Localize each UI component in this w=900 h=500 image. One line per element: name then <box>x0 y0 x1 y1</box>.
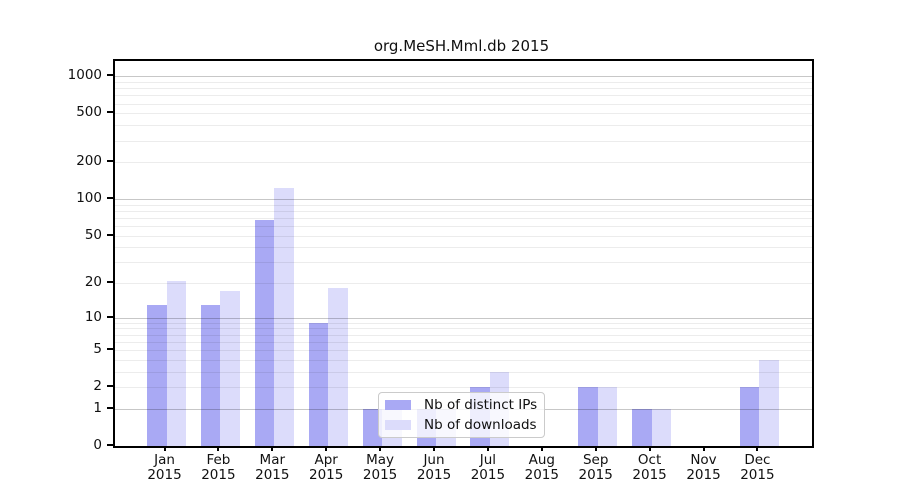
bar-sep-downloads <box>597 387 618 446</box>
gridline-60 <box>115 226 812 228</box>
y-tick-1 <box>107 406 113 409</box>
y-tick-label-200: 200 <box>76 153 102 170</box>
bar-sep-distinct-ips <box>578 387 598 446</box>
x-tick-label-feb: Feb 2015 <box>201 452 236 483</box>
gridline-90 <box>115 204 812 206</box>
gridline-80 <box>115 210 812 212</box>
x-tick-label-jun: Jun 2015 <box>416 452 452 483</box>
gridline-8 <box>115 328 812 330</box>
y-tick-1000 <box>107 74 113 77</box>
gridline-1000 <box>115 76 812 78</box>
bar-jan-distinct-ips <box>147 304 167 446</box>
legend: Nb of distinct IPs Nb of downloads <box>378 392 545 438</box>
gridline-700 <box>115 95 812 97</box>
y-tick-label-10: 10 <box>84 308 102 325</box>
gridline-500 <box>115 113 812 115</box>
x-tick-label-dec: Dec 2015 <box>740 452 775 483</box>
gridline-800 <box>115 88 812 90</box>
bar-mar-downloads <box>274 188 294 446</box>
bar-may-distinct-ips <box>362 408 383 446</box>
x-tick-label-apr: Apr 2015 <box>309 452 344 483</box>
gridlines-layer <box>115 61 812 446</box>
y-tick-50 <box>107 233 113 236</box>
gridline-900 <box>115 81 812 83</box>
x-tick-aug <box>540 446 543 451</box>
gridline-400 <box>115 125 812 127</box>
bar-feb-distinct-ips <box>200 304 221 446</box>
x-tick-label-sep: Sep 2015 <box>578 452 613 483</box>
x-tick-sep <box>594 446 597 451</box>
y-tick-label-1: 1 <box>93 399 102 416</box>
gridline-5 <box>115 350 812 352</box>
x-tick-apr <box>325 446 328 451</box>
gridline-300 <box>115 140 812 142</box>
bar-feb-downloads <box>220 291 240 446</box>
bar-apr-downloads <box>328 288 348 446</box>
x-tick-label-oct: Oct 2015 <box>632 452 667 483</box>
gridline-6 <box>115 341 812 343</box>
legend-label-downloads: Nb of downloads <box>424 417 537 434</box>
gridline-600 <box>115 103 812 105</box>
gridline-10 <box>115 317 812 319</box>
bar-oct-distinct-ips <box>632 408 652 446</box>
y-tick-2 <box>107 385 113 388</box>
gridline-100 <box>115 199 812 201</box>
x-tick-dec <box>756 446 759 451</box>
x-tick-may <box>379 446 382 451</box>
y-tick-200 <box>107 160 113 163</box>
x-tick-label-mar: Mar 2015 <box>255 452 290 483</box>
gridline-50 <box>115 235 812 237</box>
x-tick-label-may: May 2015 <box>362 452 398 483</box>
x-tick-jun <box>433 446 435 451</box>
bar-dec-downloads <box>759 359 779 446</box>
legend-label-distinct-ips: Nb of distinct IPs <box>424 396 538 413</box>
bar-oct-downloads <box>651 408 672 446</box>
legend-swatch-downloads <box>385 420 411 431</box>
legend-item-downloads: Nb of downloads <box>385 417 537 435</box>
x-tick-label-jan: Jan 2015 <box>147 452 182 483</box>
plot-area <box>113 59 814 448</box>
x-tick-oct <box>648 446 651 451</box>
gridline-9 <box>115 322 812 324</box>
chart-title: org.MeSH.Mml.db 2015 <box>373 37 550 55</box>
x-tick-label-jul: Jul 2015 <box>470 452 506 483</box>
y-tick-label-0: 0 <box>93 437 102 453</box>
y-tick-label-20: 20 <box>84 274 102 291</box>
y-tick-100 <box>107 197 113 200</box>
gridline-70 <box>115 217 812 219</box>
y-tick-0 <box>107 444 113 446</box>
x-tick-jul <box>486 446 489 451</box>
gridline-2 <box>115 387 812 389</box>
y-tick-label-5: 5 <box>93 341 102 358</box>
x-tick-jan <box>163 446 166 451</box>
y-tick-label-100: 100 <box>76 190 102 207</box>
legend-swatch-distinct-ips <box>385 399 411 410</box>
y-tick-10 <box>107 315 113 318</box>
bar-mar-distinct-ips <box>254 220 275 446</box>
y-tick-20 <box>107 281 113 284</box>
bar-dec-distinct-ips <box>739 387 760 446</box>
x-tick-nov <box>702 446 705 451</box>
y-tick-500 <box>107 111 113 114</box>
gridline-40 <box>115 247 812 249</box>
bar-apr-distinct-ips <box>308 322 329 446</box>
gridline-20 <box>115 283 812 285</box>
gridline-200 <box>115 162 812 164</box>
x-tick-label-aug: Aug 2015 <box>524 452 559 483</box>
legend-item-distinct-ips: Nb of distinct IPs <box>385 396 538 414</box>
y-tick-label-50: 50 <box>84 226 102 243</box>
gridline-30 <box>115 262 812 264</box>
y-tick-label-500: 500 <box>76 104 102 121</box>
x-tick-mar <box>271 446 274 451</box>
bar-jan-downloads <box>166 280 186 446</box>
gridline-3 <box>115 371 812 373</box>
y-tick-5 <box>107 348 113 351</box>
gridline-7 <box>115 334 812 336</box>
gridline-4 <box>115 359 812 361</box>
y-tick-label-1000: 1000 <box>67 67 102 84</box>
y-tick-label-2: 2 <box>93 378 102 395</box>
x-tick-feb <box>217 446 220 451</box>
x-tick-label-nov: Nov 2015 <box>686 452 721 483</box>
